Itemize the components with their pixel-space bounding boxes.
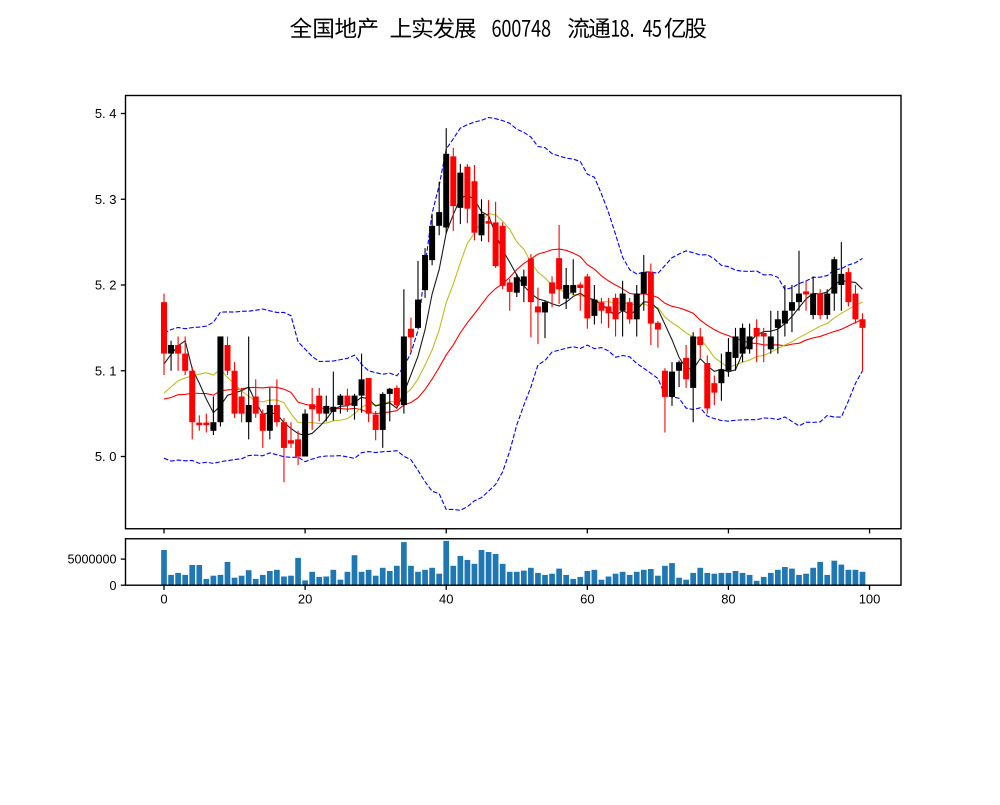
svg-text:5. 2: 5. 2 — [95, 278, 117, 293]
svg-text:40: 40 — [439, 592, 453, 607]
svg-text:5. 1: 5. 1 — [95, 363, 117, 378]
svg-text:5000000: 5000000 — [67, 553, 116, 567]
svg-text:20: 20 — [298, 592, 312, 607]
svg-text:100: 100 — [859, 592, 881, 607]
svg-text:5. 0: 5. 0 — [95, 449, 117, 464]
svg-text:0: 0 — [160, 592, 167, 607]
svg-text:5. 4: 5. 4 — [95, 106, 117, 121]
svg-text:60: 60 — [580, 592, 594, 607]
svg-text:80: 80 — [721, 592, 735, 607]
svg-text:0: 0 — [109, 579, 116, 593]
svg-text:5. 3: 5. 3 — [95, 192, 117, 207]
